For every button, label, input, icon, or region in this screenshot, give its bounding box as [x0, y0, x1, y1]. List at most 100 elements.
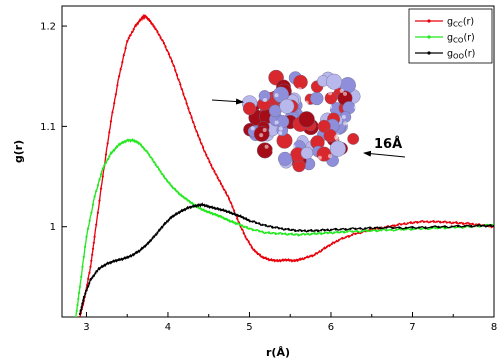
data-point — [177, 191, 180, 195]
data-point — [306, 256, 309, 259]
data-point — [135, 23, 138, 26]
series-goo(r) — [78, 202, 494, 316]
atom-highlight — [343, 91, 347, 96]
data-point — [113, 148, 116, 151]
molecule-atom — [326, 73, 343, 90]
data-point — [310, 232, 313, 235]
data-point — [218, 179, 221, 182]
data-point — [223, 188, 226, 191]
data-point — [281, 227, 284, 230]
data-point — [148, 19, 152, 23]
data-point — [479, 224, 483, 227]
data-point — [98, 178, 101, 181]
data-point — [311, 254, 314, 257]
data-point — [108, 155, 111, 158]
data-point — [95, 270, 99, 273]
data-point — [143, 245, 146, 248]
data-point — [187, 107, 190, 110]
data-point — [219, 215, 222, 218]
atom-highlight — [259, 133, 264, 138]
data-point — [104, 153, 108, 156]
data-point — [320, 232, 323, 235]
data-point — [126, 255, 130, 259]
data-point — [133, 252, 136, 255]
data-point — [349, 227, 352, 230]
data-point — [135, 251, 138, 254]
data-point — [179, 193, 182, 196]
data-point — [141, 246, 144, 250]
data-point — [395, 228, 398, 231]
data-point — [119, 68, 122, 71]
data-point — [259, 254, 262, 257]
data-point — [99, 266, 102, 269]
data-point — [175, 212, 178, 215]
data-point — [203, 150, 206, 153]
legend-entry: gOO(r) — [415, 49, 475, 61]
data-point — [126, 40, 129, 43]
x-tick-label: 5 — [246, 322, 252, 333]
data-point — [426, 220, 429, 223]
data-point — [169, 56, 172, 59]
data-point — [106, 142, 109, 145]
data-point — [193, 125, 196, 128]
data-point — [248, 219, 251, 222]
data-point — [197, 134, 200, 137]
data-point — [344, 236, 347, 239]
data-point — [241, 224, 244, 227]
x-tick-label: 4 — [165, 322, 171, 333]
data-point — [151, 237, 154, 240]
data-point — [93, 235, 96, 238]
data-point — [251, 228, 254, 231]
data-point — [236, 222, 239, 225]
data-point — [275, 259, 278, 262]
data-point — [117, 258, 120, 262]
data-point — [129, 34, 132, 37]
data-point — [470, 224, 473, 227]
data-point — [313, 253, 316, 256]
data-point — [141, 146, 144, 149]
data-point — [185, 102, 188, 105]
data-point — [242, 232, 245, 235]
data-point — [458, 222, 461, 225]
data-point — [121, 61, 124, 64]
data-point — [240, 215, 243, 218]
data-point — [351, 233, 354, 236]
data-point — [170, 185, 174, 188]
data-point — [146, 242, 149, 245]
atom-highlight — [277, 147, 282, 152]
data-point — [303, 229, 306, 232]
data-point — [354, 232, 357, 235]
data-point — [122, 140, 125, 144]
x-axis-label: r(Å) — [266, 346, 290, 359]
data-point — [182, 195, 185, 199]
data-point — [203, 209, 206, 212]
atom-highlight — [250, 126, 255, 131]
data-point — [166, 220, 169, 223]
data-point — [175, 73, 178, 77]
data-point — [231, 205, 234, 208]
data-point — [252, 248, 255, 251]
legend-label: gCO(r) — [447, 33, 475, 45]
data-point — [272, 259, 275, 262]
data-point — [167, 52, 170, 56]
atom-highlight — [341, 115, 346, 119]
data-point — [276, 259, 280, 262]
molecule-atom — [298, 111, 315, 128]
data-point — [448, 221, 452, 224]
data-point — [211, 167, 214, 170]
data-point — [111, 111, 114, 114]
data-point — [131, 253, 134, 256]
data-point — [156, 231, 159, 234]
data-point — [274, 226, 277, 229]
y-tick-label: 1.2 — [40, 22, 56, 33]
data-point — [333, 241, 336, 244]
data-point — [262, 256, 265, 259]
x-tick-label: 8 — [491, 322, 497, 333]
data-point — [351, 230, 354, 233]
data-point — [344, 228, 347, 231]
data-point — [308, 255, 311, 258]
data-point — [138, 142, 141, 145]
data-point — [157, 33, 161, 36]
data-point — [450, 225, 453, 228]
data-point — [486, 224, 489, 227]
